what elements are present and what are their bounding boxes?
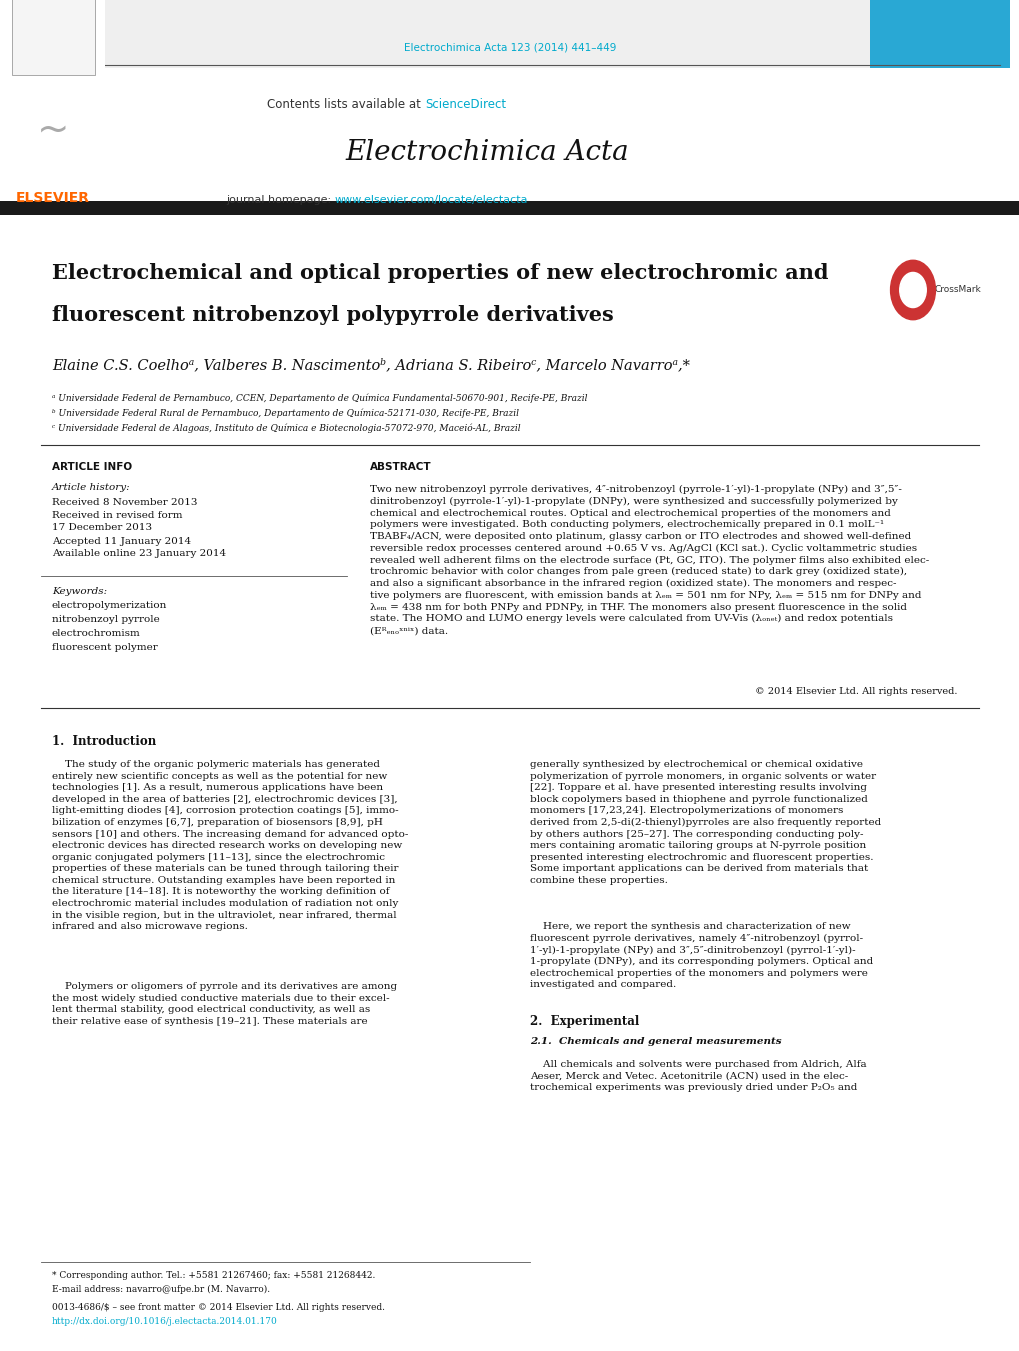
Text: electrochromism: electrochromism (52, 630, 141, 639)
Text: nitrobenzoyl pyrrole: nitrobenzoyl pyrrole (52, 616, 160, 624)
Text: Elaine C.S. Coelhoᵃ, Valberes B. Nascimentoᵇ, Adriana S. Ribeiroᶜ, Marcelo Navar: Elaine C.S. Coelhoᵃ, Valberes B. Nascime… (52, 358, 689, 372)
FancyBboxPatch shape (105, 0, 869, 68)
Text: 17 December 2013: 17 December 2013 (52, 523, 152, 532)
Text: Two new nitrobenzoyl pyrrole derivatives, 4″-nitrobenzoyl (pyrrole-1′-yl)-1-prop: Two new nitrobenzoyl pyrrole derivatives… (370, 485, 928, 635)
Text: CrossMark: CrossMark (934, 285, 981, 295)
Text: ~: ~ (37, 111, 69, 149)
Text: ᶜ Universidade Federal de Alagoas, Instituto de Química e Biotecnologia-57072-97: ᶜ Universidade Federal de Alagoas, Insti… (52, 423, 520, 432)
Text: 1.  Introduction: 1. Introduction (52, 735, 156, 748)
Text: Received in revised form: Received in revised form (52, 511, 182, 520)
Text: Here, we report the synthesis and characterization of new
fluorescent pyrrole de: Here, we report the synthesis and charac… (530, 921, 872, 989)
Text: 0013-4686/$ – see front matter © 2014 Elsevier Ltd. All rights reserved.: 0013-4686/$ – see front matter © 2014 El… (52, 1304, 384, 1313)
Text: www.elsevier.com/locate/electacta: www.elsevier.com/locate/electacta (334, 195, 528, 205)
Text: ᵇ Universidade Federal Rural de Pernambuco, Departamento de Química-52171-030, R: ᵇ Universidade Federal Rural de Pernambu… (52, 408, 519, 417)
Text: 2.  Experimental: 2. Experimental (530, 1016, 639, 1028)
FancyBboxPatch shape (12, 0, 95, 76)
FancyBboxPatch shape (5, 0, 105, 68)
FancyBboxPatch shape (0, 201, 1019, 215)
Text: 2.1.  Chemicals and general measurements: 2.1. Chemicals and general measurements (530, 1038, 781, 1047)
Text: fluorescent nitrobenzoyl polypyrrole derivatives: fluorescent nitrobenzoyl polypyrrole der… (52, 305, 613, 326)
Text: Electrochimica Acta: Electrochimica Acta (344, 139, 628, 166)
Text: E-mail address: navarro@ufpe.br (M. Navarro).: E-mail address: navarro@ufpe.br (M. Nava… (52, 1285, 270, 1293)
Text: Polymers or oligomers of pyrrole and its derivatives are among
the most widely s: Polymers or oligomers of pyrrole and its… (52, 982, 396, 1025)
Text: http://dx.doi.org/10.1016/j.electacta.2014.01.170: http://dx.doi.org/10.1016/j.electacta.20… (52, 1317, 277, 1327)
Text: Electrochimica Acta 123 (2014) 441–449: Electrochimica Acta 123 (2014) 441–449 (404, 43, 615, 53)
Text: Article history:: Article history: (52, 482, 130, 492)
Text: fluorescent polymer: fluorescent polymer (52, 643, 158, 653)
Text: Keywords:: Keywords: (52, 586, 107, 596)
Circle shape (890, 261, 934, 320)
Text: ELSEVIER: ELSEVIER (16, 190, 90, 205)
Text: Received 8 November 2013: Received 8 November 2013 (52, 497, 198, 507)
Text: Electrochimica
Acta: Electrochimica Acta (907, 95, 971, 115)
Text: Accepted 11 January 2014: Accepted 11 January 2014 (52, 536, 191, 546)
Circle shape (899, 273, 925, 308)
Text: ARTICLE INFO: ARTICLE INFO (52, 462, 132, 471)
Text: * Corresponding author. Tel.: +5581 21267460; fax: +5581 21268442.: * Corresponding author. Tel.: +5581 2126… (52, 1270, 375, 1279)
Text: ScienceDirect: ScienceDirect (425, 99, 505, 112)
Text: Contents lists available at: Contents lists available at (267, 99, 425, 112)
Text: Electrochemical and optical properties of new electrochromic and: Electrochemical and optical properties o… (52, 263, 827, 282)
FancyBboxPatch shape (869, 0, 1009, 68)
Text: Available online 23 January 2014: Available online 23 January 2014 (52, 550, 226, 558)
Text: All chemicals and solvents were purchased from Aldrich, Alfa
Aeser, Merck and Ve: All chemicals and solvents were purchase… (530, 1061, 866, 1092)
Text: ᵃ Universidade Federal de Pernambuco, CCEN, Departamento de Química Fundamental-: ᵃ Universidade Federal de Pernambuco, CC… (52, 393, 587, 403)
Text: journal homepage:: journal homepage: (226, 195, 334, 205)
Text: ABSTRACT: ABSTRACT (370, 462, 431, 471)
Text: © 2014 Elsevier Ltd. All rights reserved.: © 2014 Elsevier Ltd. All rights reserved… (755, 688, 957, 697)
Text: generally synthesized by electrochemical or chemical oxidative
polymerization of: generally synthesized by electrochemical… (530, 761, 880, 885)
Text: electropolymerization: electropolymerization (52, 601, 167, 611)
Text: The study of the organic polymeric materials has generated
entirely new scientif: The study of the organic polymeric mater… (52, 761, 408, 931)
